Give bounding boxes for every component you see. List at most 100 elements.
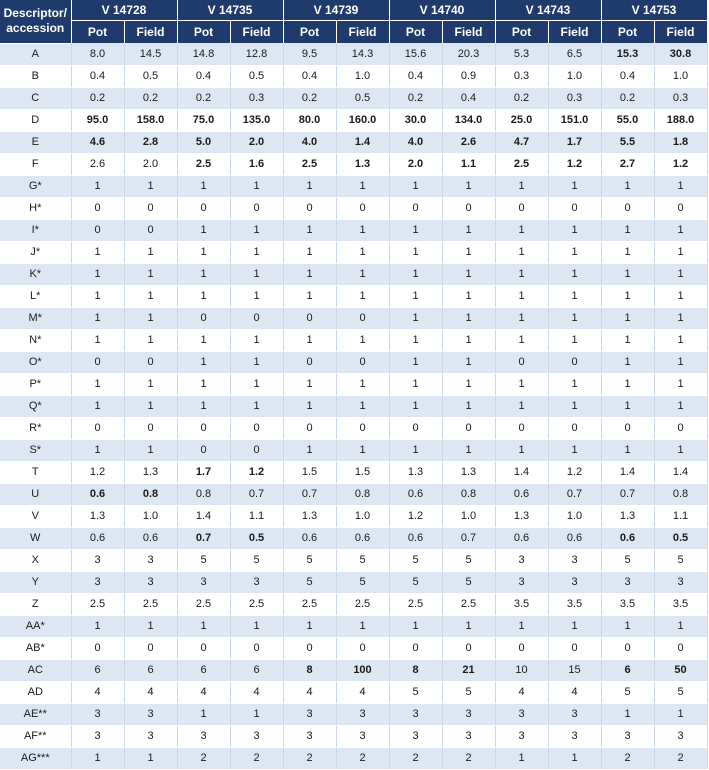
table-cell: 1	[124, 747, 178, 770]
table-cell: 2.5	[495, 153, 549, 176]
table-row: AG*** 1 1 2 2 2 2 2 2 1 1 2 2	[0, 747, 708, 770]
descriptor-label: A	[0, 43, 72, 66]
table-cell: 1.2	[389, 505, 443, 528]
table-cell: 2.5	[336, 593, 390, 616]
table-cell: 0.7	[442, 527, 496, 550]
table-cell: 135.0	[230, 109, 284, 132]
table-cell: 1	[601, 351, 655, 374]
table-cell: 25.0	[495, 109, 549, 132]
table-cell: 1	[283, 395, 337, 418]
table-cell: 1	[71, 615, 125, 638]
table-cell: 2.8	[124, 131, 178, 154]
table-cell: 1	[230, 219, 284, 242]
descriptor-label: W	[0, 527, 72, 550]
pot-header: Pot	[177, 20, 231, 43]
table-cell: 1	[601, 219, 655, 242]
table-cell: 151.0	[548, 109, 602, 132]
table-cell: 0	[389, 197, 443, 220]
table-row: S* 1 1 0 0 1 1 1 1 1 1 1 1	[0, 439, 708, 462]
table-row: A 8.0 14.5 14.8 12.8 9.5 14.3 15.6 20.3 5.3 6.5 15.…	[0, 43, 708, 66]
descriptor-label: AA*	[0, 615, 72, 638]
table-cell: 2	[336, 747, 390, 770]
table-cell: 0.2	[124, 87, 178, 110]
table-cell: 1	[71, 241, 125, 264]
table-cell: 1	[124, 615, 178, 638]
table-cell: 1.2	[654, 153, 708, 176]
table-cell: 0	[548, 637, 602, 660]
table-cell: 2.0	[389, 153, 443, 176]
table-cell: 1	[71, 307, 125, 330]
table-cell: 1	[495, 241, 549, 264]
table-cell: 1.0	[442, 505, 496, 528]
table-cell: 15.6	[389, 43, 443, 66]
table-cell: 1	[601, 241, 655, 264]
table-cell: 1	[495, 263, 549, 286]
table-cell: 0.3	[495, 65, 549, 88]
table-cell: 1	[442, 615, 496, 638]
descriptor-label: Y	[0, 571, 72, 594]
table-cell: 3	[283, 725, 337, 748]
table-cell: 1.3	[124, 461, 178, 484]
table-cell: 75.0	[177, 109, 231, 132]
table-cell: 0.2	[71, 87, 125, 110]
table-cell: 1.0	[336, 65, 390, 88]
table-row: Z 2.5 2.5 2.5 2.5 2.5 2.5 2.5 2.5 3.5 3.5 3.5 3.5	[0, 593, 708, 616]
table-cell: 14.5	[124, 43, 178, 66]
table-cell: 0.6	[71, 483, 125, 506]
descriptor-label: AG***	[0, 747, 72, 770]
table-cell: 21	[442, 659, 496, 682]
table-cell: 0	[283, 637, 337, 660]
table-cell: 1	[283, 373, 337, 396]
table-cell: 1	[654, 241, 708, 264]
table-cell: 1	[283, 285, 337, 308]
table-cell: 2.6	[71, 153, 125, 176]
table-cell: 1.3	[389, 461, 443, 484]
table-cell: 1	[124, 285, 178, 308]
table-cell: 2.5	[389, 593, 443, 616]
table-cell: 1	[495, 175, 549, 198]
table-cell: 3	[495, 703, 549, 726]
table-row: E 4.6 2.8 5.0 2.0 4.0 1.4 4.0 2.6 4.7 1.7 5.5 1.8	[0, 131, 708, 154]
table-row: D 95.0 158.0 75.0 135.0 80.0 160.0 30.0 134.0 25.…	[0, 109, 708, 132]
table-cell: 0	[230, 417, 284, 440]
table-cell: 5.0	[177, 131, 231, 154]
table-cell: 0	[495, 417, 549, 440]
field-header: Field	[548, 20, 602, 43]
table-cell: 3.5	[548, 593, 602, 616]
table-cell: 0.3	[548, 87, 602, 110]
table-row: T 1.2 1.3 1.7 1.2 1.5 1.5 1.3 1.3 1.4 1.2 1.4 1.4	[0, 461, 708, 484]
descriptor-label: S*	[0, 439, 72, 462]
table-cell: 1	[177, 175, 231, 198]
table-cell: 1.2	[548, 153, 602, 176]
table-body: A 8.0 14.5 14.8 12.8 9.5 14.3 15.6 20.3 5.3 6.5 15.…	[0, 43, 708, 770]
table-cell: 1	[389, 285, 443, 308]
table-cell: 0.8	[442, 483, 496, 506]
table-cell: 3	[548, 549, 602, 572]
table-cell: 0.4	[601, 65, 655, 88]
table-cell: 5	[177, 549, 231, 572]
table-cell: 5	[601, 549, 655, 572]
table-cell: 1	[71, 439, 125, 462]
table-cell: 4	[124, 681, 178, 704]
table-cell: 3.5	[654, 593, 708, 616]
table-cell: 14.8	[177, 43, 231, 66]
table-cell: 1	[177, 219, 231, 242]
table-cell: 0	[124, 219, 178, 242]
table-row: O* 0 0 1 1 0 0 1 1 0 0 1 1	[0, 351, 708, 374]
table-cell: 0	[124, 417, 178, 440]
table-cell: 2.5	[124, 593, 178, 616]
table-cell: 1	[230, 175, 284, 198]
table-cell: 1	[442, 285, 496, 308]
table-cell: 0	[71, 351, 125, 374]
descriptor-label: F	[0, 153, 72, 176]
table-cell: 0.6	[389, 527, 443, 550]
table-cell: 3	[71, 725, 125, 748]
table-cell: 1	[336, 241, 390, 264]
table-cell: 1	[548, 241, 602, 264]
table-row: I* 0 0 1 1 1 1 1 1 1 1 1 1	[0, 219, 708, 242]
accession-header: V 14735	[177, 0, 284, 21]
table-cell: 1.0	[336, 505, 390, 528]
table-cell: 1	[336, 285, 390, 308]
table-cell: 1	[71, 175, 125, 198]
table-cell: 1.1	[230, 505, 284, 528]
